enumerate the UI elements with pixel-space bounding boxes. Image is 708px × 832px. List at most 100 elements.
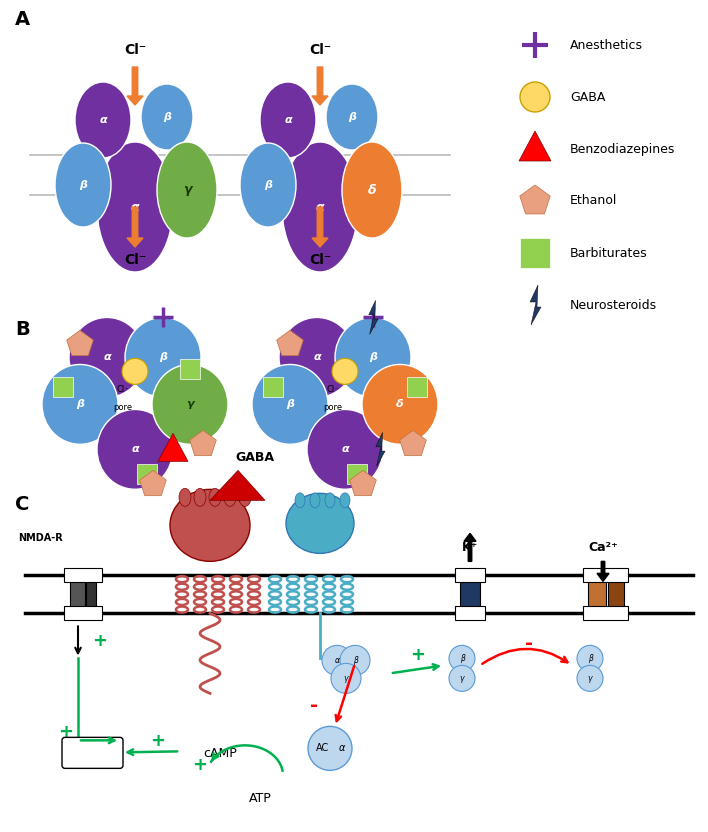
Bar	[455, 568, 485, 582]
Bar	[25, 576, 693, 613]
Bar	[137, 464, 157, 484]
FancyArrow shape	[597, 562, 609, 582]
Ellipse shape	[282, 142, 358, 272]
Text: α: α	[103, 353, 111, 363]
Ellipse shape	[239, 488, 251, 507]
Text: Cl⁻: Cl⁻	[309, 253, 331, 267]
Circle shape	[577, 666, 603, 691]
Text: γ: γ	[183, 184, 191, 196]
Polygon shape	[519, 131, 551, 161]
Ellipse shape	[252, 364, 328, 444]
Ellipse shape	[362, 364, 438, 444]
Text: PKA: PKA	[81, 746, 105, 760]
Text: pore: pore	[113, 403, 132, 412]
Text: Cl⁻: Cl⁻	[309, 43, 331, 57]
Text: β: β	[588, 654, 593, 663]
Ellipse shape	[69, 318, 145, 397]
Text: +: +	[92, 632, 107, 651]
Bar	[608, 577, 624, 612]
Ellipse shape	[307, 409, 383, 489]
Polygon shape	[67, 330, 93, 356]
Ellipse shape	[335, 318, 411, 397]
Bar	[347, 464, 367, 484]
Bar	[460, 572, 480, 617]
Text: δ: δ	[396, 399, 404, 409]
Bar	[455, 607, 485, 621]
Text: β: β	[369, 353, 377, 363]
Ellipse shape	[295, 493, 305, 508]
Text: β: β	[79, 180, 87, 190]
Polygon shape	[139, 470, 166, 496]
Polygon shape	[530, 285, 541, 325]
Circle shape	[449, 646, 475, 671]
Text: γ: γ	[344, 674, 348, 683]
Ellipse shape	[326, 84, 378, 150]
Circle shape	[340, 646, 370, 676]
Text: α: α	[131, 444, 139, 454]
Ellipse shape	[125, 318, 201, 397]
Circle shape	[322, 646, 352, 676]
Bar	[407, 378, 427, 398]
Text: γ: γ	[459, 674, 464, 683]
Ellipse shape	[342, 142, 402, 238]
FancyBboxPatch shape	[62, 737, 123, 769]
Text: Barbiturates: Barbiturates	[570, 246, 648, 260]
Text: α: α	[341, 444, 349, 454]
Ellipse shape	[179, 488, 191, 507]
Text: β: β	[459, 654, 464, 663]
Text: γ: γ	[588, 674, 593, 683]
Text: Cl⁻: Cl⁻	[124, 43, 146, 57]
Text: pore: pore	[324, 403, 343, 412]
Ellipse shape	[55, 143, 111, 227]
Text: β: β	[264, 180, 272, 190]
Text: AC: AC	[316, 743, 330, 753]
Polygon shape	[369, 300, 378, 334]
Ellipse shape	[97, 409, 173, 489]
Text: NMDA-R: NMDA-R	[18, 533, 63, 543]
Text: GABA: GABA	[570, 91, 605, 103]
Text: Anesthetics: Anesthetics	[570, 38, 643, 52]
Text: α: α	[131, 201, 139, 214]
Bar	[70, 571, 85, 618]
Text: α: α	[339, 743, 346, 753]
Circle shape	[520, 82, 550, 112]
Text: GABA: GABA	[236, 451, 275, 464]
Text: δ: δ	[367, 184, 377, 196]
Bar	[583, 568, 628, 582]
Text: -: -	[525, 634, 533, 653]
Text: β: β	[163, 112, 171, 122]
FancyArrow shape	[312, 67, 328, 105]
FancyArrow shape	[127, 207, 143, 247]
Ellipse shape	[170, 489, 250, 562]
Text: β: β	[353, 656, 358, 665]
Ellipse shape	[279, 318, 355, 397]
Text: +: +	[410, 646, 425, 665]
FancyArrow shape	[464, 533, 476, 562]
Text: A: A	[15, 10, 30, 29]
Text: +: +	[150, 732, 165, 750]
Polygon shape	[350, 470, 377, 496]
Text: +: +	[58, 723, 73, 741]
Text: α: α	[334, 656, 340, 665]
Circle shape	[331, 663, 361, 693]
Bar	[588, 572, 606, 617]
Bar	[86, 579, 96, 609]
FancyArrow shape	[312, 207, 328, 247]
Text: +: +	[192, 756, 207, 775]
Ellipse shape	[42, 364, 118, 444]
Ellipse shape	[209, 488, 221, 507]
Ellipse shape	[224, 488, 236, 507]
Text: α: α	[99, 115, 107, 125]
Text: -: -	[310, 696, 318, 715]
Bar	[520, 238, 550, 268]
Polygon shape	[158, 433, 188, 462]
Bar	[263, 378, 283, 398]
Text: ATP: ATP	[249, 792, 271, 805]
Polygon shape	[277, 330, 303, 356]
Bar	[180, 359, 200, 379]
Text: β: β	[159, 353, 167, 363]
FancyArrow shape	[127, 67, 143, 105]
Text: Ethanol: Ethanol	[570, 195, 617, 207]
Ellipse shape	[286, 493, 354, 553]
Polygon shape	[376, 433, 385, 467]
